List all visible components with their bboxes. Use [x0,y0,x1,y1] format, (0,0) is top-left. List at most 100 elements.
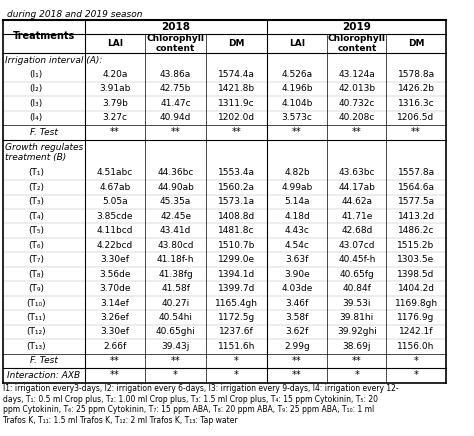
Text: 1172.5g: 1172.5g [218,313,255,322]
Text: 3.90e: 3.90e [284,269,310,279]
Text: 1398.5d: 1398.5d [397,269,435,279]
Text: 1426.2b: 1426.2b [398,85,435,93]
Text: 40.208c: 40.208c [339,113,375,123]
Text: 3.56de: 3.56de [99,269,131,279]
Text: 4.43c: 4.43c [284,226,310,235]
Text: DM: DM [228,39,245,48]
Text: 3.573c: 3.573c [282,113,312,123]
Text: 4.196b: 4.196b [281,85,313,93]
Text: 1481.8c: 1481.8c [218,226,255,235]
Text: Chlorophyll
content: Chlorophyll content [146,34,205,53]
Text: LAI: LAI [107,39,123,48]
Text: 39.43j: 39.43j [162,342,190,351]
Text: 4.22bcd: 4.22bcd [97,241,133,250]
Text: 39.53i: 39.53i [343,299,371,307]
Text: 41.38fg: 41.38fg [158,269,193,279]
Text: 44.17ab: 44.17ab [338,183,375,192]
Text: 1299.0e: 1299.0e [218,255,255,264]
Text: *: * [355,370,359,380]
Text: 1169.8gh: 1169.8gh [394,299,438,307]
Text: 1399.7d: 1399.7d [218,284,255,293]
Text: 3.85cde: 3.85cde [97,212,133,221]
Text: 40.94d: 40.94d [160,113,191,123]
Text: 40.65fg: 40.65fg [339,269,374,279]
Text: **: ** [171,127,181,137]
Text: 5.14a: 5.14a [284,198,310,206]
Text: 1165.4gh: 1165.4gh [215,299,258,307]
Text: 1394.1d: 1394.1d [218,269,255,279]
Text: **: ** [110,356,120,366]
Text: 44.90ab: 44.90ab [157,183,194,192]
Text: 1578.8a: 1578.8a [398,70,435,79]
Text: 40.54hi: 40.54hi [159,313,192,322]
Text: 1404.2d: 1404.2d [398,284,435,293]
Text: 42.013b: 42.013b [338,85,375,93]
Text: 44.62a: 44.62a [341,198,373,206]
Text: 1151.6h: 1151.6h [218,342,255,351]
Text: 5.05a: 5.05a [102,198,128,206]
Text: 1303.5e: 1303.5e [397,255,435,264]
Text: 1206.5d: 1206.5d [397,113,435,123]
Text: 3.26ef: 3.26ef [100,313,129,322]
Text: 1237.6f: 1237.6f [219,327,254,337]
Text: Growth regulates
treatment (B): Growth regulates treatment (B) [5,143,83,162]
Text: 1577.5a: 1577.5a [398,198,435,206]
Text: 4.20a: 4.20a [102,70,128,79]
Text: 4.104b: 4.104b [282,99,313,108]
Text: (T₂): (T₂) [28,183,44,192]
Text: 43.86a: 43.86a [160,70,191,79]
Text: 40.84f: 40.84f [342,284,371,293]
Text: 1553.4a: 1553.4a [218,168,255,177]
Text: 4.11bcd: 4.11bcd [97,226,133,235]
Text: (T₁₂): (T₁₂) [26,327,46,337]
Text: 43.124a: 43.124a [338,70,375,79]
Text: 3.58f: 3.58f [285,313,309,322]
Text: **: ** [292,127,302,137]
Text: DM: DM [408,39,424,48]
Text: Treatments: Treatments [12,31,75,41]
Text: 3.30ef: 3.30ef [100,255,129,264]
Text: 1564.6a: 1564.6a [398,183,435,192]
Text: 4.54c: 4.54c [284,241,310,250]
Text: 40.732c: 40.732c [339,99,375,108]
Text: 4.526a: 4.526a [282,70,313,79]
Text: 43.41d: 43.41d [160,226,191,235]
Text: (T₉): (T₉) [28,284,44,293]
Text: 4.82b: 4.82b [284,168,310,177]
Text: 43.63bc: 43.63bc [338,168,375,177]
Text: 4.51abc: 4.51abc [97,168,133,177]
Text: 1408.8d: 1408.8d [218,212,255,221]
Text: 39.81hi: 39.81hi [340,313,374,322]
Text: F. Test: F. Test [30,356,57,365]
Text: (T₈): (T₈) [28,269,44,279]
Text: LAI: LAI [289,39,305,48]
Text: 2019: 2019 [342,22,371,32]
Text: 3.91ab: 3.91ab [99,85,131,93]
Text: 1242.1f: 1242.1f [399,327,433,337]
Text: *: * [234,370,239,380]
Text: 1156.0h: 1156.0h [397,342,435,351]
Text: 1557.8a: 1557.8a [398,168,435,177]
Text: F. Test: F. Test [30,128,57,137]
Text: 3.70de: 3.70de [99,284,131,293]
Text: (T₇): (T₇) [28,255,44,264]
Text: 4.18d: 4.18d [284,212,310,221]
Text: 45.35a: 45.35a [160,198,191,206]
Text: *: * [173,370,178,380]
Text: 44.36bc: 44.36bc [157,168,194,177]
Text: (I₃): (I₃) [29,99,43,108]
Text: 43.07cd: 43.07cd [338,241,375,250]
Text: 4.99ab: 4.99ab [282,183,313,192]
Text: (T₄): (T₄) [28,212,44,221]
Text: 1486.2c: 1486.2c [398,226,434,235]
Text: Chlorophyll
content: Chlorophyll content [328,34,386,53]
Text: 4.67ab: 4.67ab [99,183,130,192]
Text: 1573.1a: 1573.1a [218,198,255,206]
Text: 3.27c: 3.27c [102,113,128,123]
Text: **: ** [352,127,362,137]
Text: *: * [414,356,419,366]
Text: **: ** [292,370,302,380]
Text: (I₁): (I₁) [29,70,43,79]
Text: 2.66f: 2.66f [103,342,127,351]
Text: 3.46f: 3.46f [285,299,309,307]
